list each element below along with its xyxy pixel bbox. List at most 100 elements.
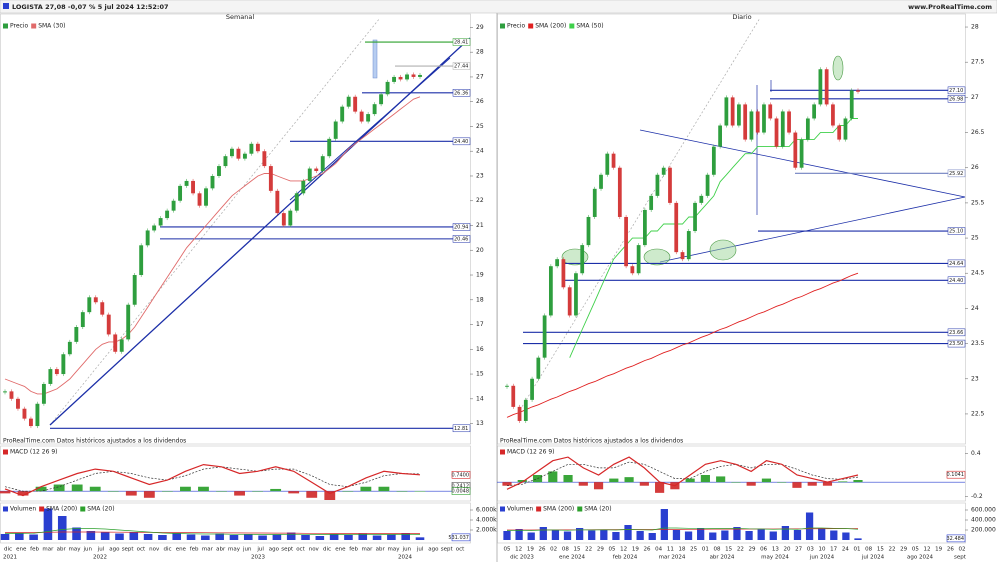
macd-histogram-bar xyxy=(143,491,155,498)
y-tick-label: 26.5 xyxy=(971,129,985,136)
x-tick-label: jun xyxy=(83,547,93,553)
candle xyxy=(805,118,810,140)
candle xyxy=(41,383,46,404)
legend-label: SMA (20) xyxy=(584,506,611,513)
x-tick-label: feb xyxy=(30,547,39,553)
y-tick-label: 25 xyxy=(971,235,979,242)
y-tick-label: 23 xyxy=(476,172,484,179)
x-group-label: may 2024 xyxy=(761,555,789,561)
legend-swatch xyxy=(528,23,534,29)
y-tick-label: 22.5 xyxy=(971,410,985,417)
candle xyxy=(9,391,14,399)
macd-histogram-bar xyxy=(655,482,665,493)
volume-bar xyxy=(86,531,96,540)
candle xyxy=(824,69,829,105)
level-box xyxy=(452,137,471,146)
volume-bar xyxy=(697,528,705,540)
x-group-label: mar 2024 xyxy=(659,555,686,561)
macd-histogram-bar xyxy=(731,482,741,483)
volume-bar xyxy=(539,527,547,540)
volume-bar xyxy=(0,534,10,540)
volume-bar xyxy=(721,530,729,540)
candle xyxy=(523,399,528,421)
macd-signal-line xyxy=(506,461,859,487)
y-tick-label: 19 xyxy=(476,272,484,279)
candle xyxy=(812,104,817,119)
candle xyxy=(574,273,578,316)
x-tick-label: 26 xyxy=(947,547,954,553)
x-tick-label: dic xyxy=(323,547,331,553)
last-value-label: 32.484 xyxy=(947,536,965,542)
x-tick-label: mar xyxy=(361,547,373,553)
macd-histogram-bar xyxy=(360,486,372,492)
legend-swatch xyxy=(500,449,505,455)
x-tick-label: 13 xyxy=(772,547,779,553)
header-site[interactable]: www.ProRealTime.com xyxy=(908,3,992,11)
level-label: 27.44 xyxy=(454,64,468,70)
last-value-box xyxy=(451,487,471,495)
y-tick-label: 17 xyxy=(476,321,484,328)
volume-bar xyxy=(229,535,239,540)
legend-label: SMA (30) xyxy=(38,23,65,30)
candle xyxy=(61,354,66,375)
x-tick-label: 12 xyxy=(924,547,931,553)
level-box xyxy=(452,62,471,70)
macd-histogram-bar xyxy=(624,477,634,483)
candle xyxy=(184,180,189,186)
volume-bar xyxy=(258,535,267,540)
x-tick-label: 10 xyxy=(819,547,826,553)
macd-histogram-bar xyxy=(414,491,426,492)
volume-bar xyxy=(415,537,425,540)
x-tick-label: jun xyxy=(242,547,252,553)
x-group-label: ene 2024 xyxy=(559,555,585,561)
x-tick-label: ago xyxy=(428,547,439,553)
candle xyxy=(93,297,98,303)
macd-histogram-bar xyxy=(716,476,726,483)
x-tick-label: dic xyxy=(4,547,12,553)
level-label: 25.10 xyxy=(949,229,963,235)
volume-bar xyxy=(503,531,511,540)
candle xyxy=(379,94,384,105)
volume-bar xyxy=(358,533,368,540)
candle xyxy=(275,190,280,214)
volume-bar xyxy=(551,530,560,540)
sma-line xyxy=(4,96,421,395)
candle xyxy=(737,104,741,126)
candle xyxy=(843,118,848,140)
volume-bar xyxy=(854,538,862,540)
volume-bar xyxy=(43,508,53,540)
x-tick-label: 22 xyxy=(889,547,896,553)
candle xyxy=(22,408,27,419)
candle xyxy=(333,121,338,139)
volume-bar xyxy=(344,535,353,540)
candle xyxy=(793,132,798,168)
candle xyxy=(787,111,791,133)
candle xyxy=(586,216,591,246)
volume-bar xyxy=(158,535,167,540)
legend-label: Volumen xyxy=(507,506,533,513)
legend-label: SMA (20) xyxy=(87,506,114,513)
level-label: 28.41 xyxy=(454,40,468,46)
x-tick-label: 19 xyxy=(632,547,639,553)
legend-swatch xyxy=(80,506,86,512)
x-tick-label: feb xyxy=(349,547,358,553)
level-box xyxy=(947,95,966,103)
x-tick-label: dic xyxy=(164,547,172,553)
x-tick-label: ene xyxy=(335,547,346,553)
candle xyxy=(126,304,131,340)
macd-line xyxy=(506,456,859,490)
macd-histogram-bar xyxy=(396,491,408,492)
candle xyxy=(837,125,842,140)
x-tick-label: oct xyxy=(456,547,465,553)
level-box xyxy=(947,86,966,95)
candle xyxy=(392,76,397,82)
legend-swatch xyxy=(39,506,45,512)
y-tick-label: 14 xyxy=(476,395,484,402)
macd-histogram-bar xyxy=(502,482,512,486)
candle xyxy=(366,114,371,122)
candle xyxy=(592,188,597,217)
legend-swatch xyxy=(31,23,37,29)
y-tick-label: 27.5 xyxy=(971,59,985,66)
y-tick-label: 15 xyxy=(476,371,484,378)
